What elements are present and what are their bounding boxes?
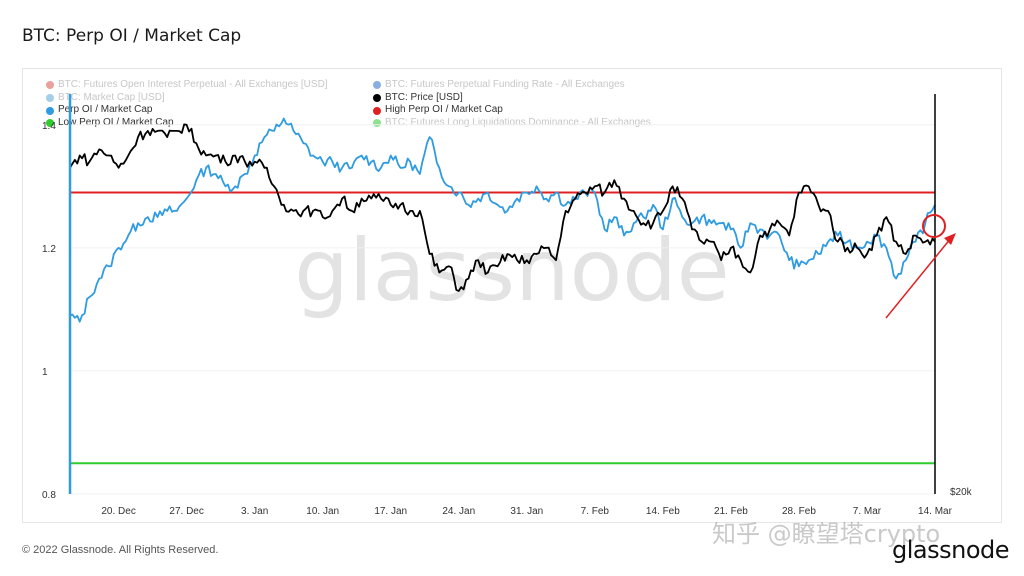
glassnode-watermark: glassnode [294, 221, 729, 321]
legend-item-price[interactable]: BTC: Price [USD] [373, 92, 463, 105]
legend-item-high-line[interactable]: High Perp OI / Market Cap [373, 104, 503, 117]
annotations [68, 94, 956, 494]
grid-lines [70, 124, 935, 495]
x-tick-label: 10. Jan [306, 506, 339, 517]
glassnode-logo: glassnode [892, 536, 1010, 564]
reference-lines [70, 191, 935, 465]
corner-watermark: 知乎 @瞭望塔crypto [712, 520, 941, 548]
legend-item-market-cap[interactable]: BTC: Market Cap [USD] [46, 92, 165, 105]
y-tick-label: 1.2 [42, 244, 56, 255]
x-tick-label: 3. Jan [241, 506, 268, 517]
y-tick-label: 1 [42, 367, 48, 378]
legend-dot-icon [373, 81, 381, 90]
x-tick-label: 7. Feb [581, 506, 610, 517]
legend-label: BTC: Futures Long Liquidations Dominance… [385, 117, 651, 129]
legend-dot-icon [373, 119, 381, 128]
legend-item-funding-rate[interactable]: BTC: Futures Perpetual Funding Rate - Al… [373, 79, 625, 92]
legend-label: BTC: Price [USD] [385, 91, 463, 103]
legend-label: High Perp OI / Market Cap [385, 104, 503, 116]
legend-label: Perp OI / Market Cap [58, 104, 153, 116]
arrow-head-icon [944, 233, 956, 245]
legend-label: BTC: Market Cap [USD] [58, 91, 165, 103]
trend-arrow-icon [885, 237, 952, 319]
x-tick-label: 17. Jan [374, 506, 407, 517]
legend-item-futures-oi[interactable]: BTC: Futures Open Interest Perpetual - A… [46, 79, 328, 92]
x-tick-label: 31. Jan [510, 506, 543, 517]
legend-dot-icon [46, 81, 54, 90]
legend-item-low-line[interactable]: Low Perp OI / Market Cap [46, 117, 174, 130]
page-title: BTC: Perp OI / Market Cap [22, 26, 242, 46]
legend-dot-icon [373, 94, 381, 103]
copyright-text: © 2022 Glassnode. All Rights Reserved. [22, 544, 219, 556]
x-tick-label: 21. Feb [714, 506, 748, 517]
series-line [69, 123, 936, 292]
legend-item-liquidations[interactable]: BTC: Futures Long Liquidations Dominance… [373, 117, 651, 130]
legend-label: Low Perp OI / Market Cap [58, 117, 174, 129]
x-tick-label: 24. Jan [442, 506, 475, 517]
x-tick-label: 14. Feb [646, 506, 680, 517]
y-tick-label: 1.4 [42, 121, 56, 132]
legend-dot-icon [373, 106, 381, 115]
legend-item-perp-oi-mcap[interactable]: Perp OI / Market Cap [46, 104, 152, 117]
highlight-circle-icon [922, 214, 946, 238]
x-tick-label: 28. Feb [782, 506, 816, 517]
legend-dot-icon [46, 94, 54, 103]
legend-dot-icon [46, 119, 54, 128]
legend-label: BTC: Futures Perpetual Funding Rate - Al… [385, 79, 625, 90]
x-tick-label: 27. Dec [169, 506, 203, 517]
x-axis: 20. Dec 27. Dec 3. Jan 10. Jan 17. Jan 24. Ja… [101, 506, 952, 517]
x-tick-label: 14. Mar [918, 506, 953, 517]
x-tick-label: 7. Mar [853, 506, 882, 517]
chart-card [22, 68, 1002, 523]
y-axis: 0.8 1 1.2 1.4 [42, 121, 56, 501]
legend-label: BTC: Futures Open Interest Perpetual - A… [58, 79, 328, 90]
series-line [69, 117, 936, 323]
right-axis-tick: $20k [950, 487, 973, 498]
series-lines [69, 117, 936, 323]
x-tick-label: 20. Dec [101, 506, 135, 517]
legend-dot-icon [46, 106, 54, 115]
y-tick-label: 0.8 [42, 490, 56, 501]
